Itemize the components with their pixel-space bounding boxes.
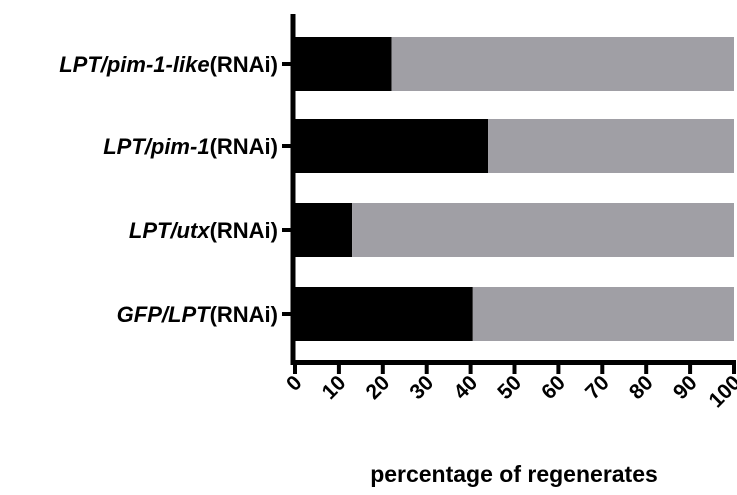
bar-segment-2 xyxy=(472,287,734,341)
x-axis-title: percentage of regenerates xyxy=(370,461,658,487)
bar-segment-2 xyxy=(391,37,734,91)
x-tick-label: 80 xyxy=(625,371,658,404)
category-labels-group: LPT/pim-1-like(RNAi) LPT/pim-1(RNAi) LPT/u… xyxy=(59,52,278,327)
category-label: GFP/LPT(RNAi) xyxy=(117,302,278,327)
x-tick-label: 100 xyxy=(704,371,737,412)
bar-segment-2 xyxy=(488,119,734,173)
bars-group xyxy=(295,37,734,341)
x-tick-label: 50 xyxy=(493,371,526,404)
x-tick-label: 60 xyxy=(537,371,570,404)
x-tick-label: 40 xyxy=(449,371,482,404)
category-label: LPT/pim-1(RNAi) xyxy=(103,134,278,159)
category-label: LPT/pim-1-like(RNAi) xyxy=(59,52,278,77)
bar-segment-2 xyxy=(352,203,734,257)
x-tick-label: 90 xyxy=(669,371,702,404)
x-tick-labels-group: 0 10 20 30 40 50 60 70 80 90 100 xyxy=(282,371,737,412)
x-tick-label: 20 xyxy=(362,371,395,404)
bar-segment-1 xyxy=(295,37,392,91)
x-tick-label: 10 xyxy=(318,371,351,404)
category-label: LPT/utx(RNAi) xyxy=(129,218,278,243)
x-tick-label: 30 xyxy=(405,371,438,404)
x-tick-label: 70 xyxy=(581,371,614,404)
bar-segment-1 xyxy=(295,287,473,341)
x-ticks-group xyxy=(293,362,736,374)
bar-segment-1 xyxy=(295,119,489,173)
x-tick-label: 0 xyxy=(282,371,307,396)
bar-segment-1 xyxy=(295,203,353,257)
y-ticks-group xyxy=(282,62,293,316)
